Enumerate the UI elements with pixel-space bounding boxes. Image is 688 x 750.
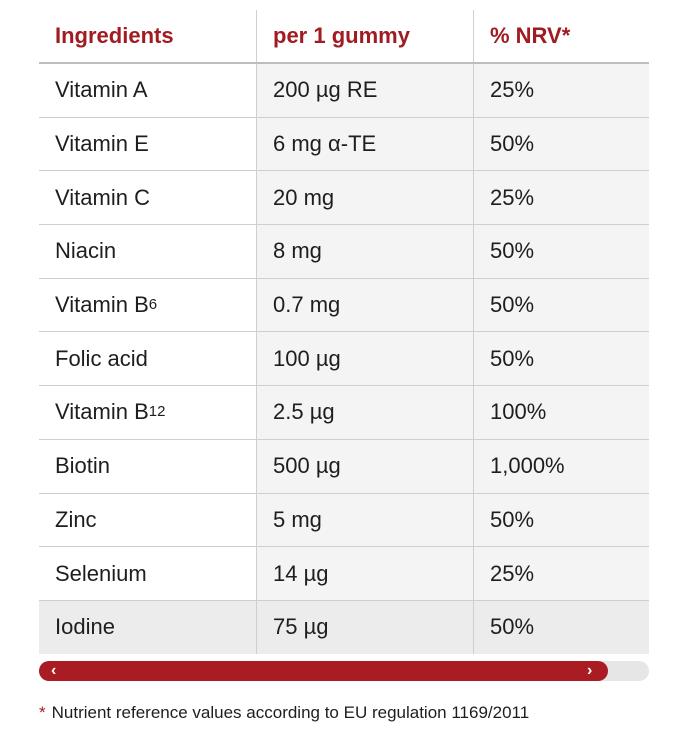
ingredient-name: Selenium <box>55 560 147 586</box>
ingredient-cell: Folic acid <box>39 332 256 385</box>
nrv-cell: 100% <box>473 386 649 439</box>
table-row: Vitamin E 6 mg α-TE 50% <box>39 117 649 172</box>
amount-cell: 20 mg <box>256 171 473 225</box>
amount-cell: 75 µg <box>256 600 473 654</box>
horizontal-scrollbar[interactable]: ‹ › <box>39 661 649 681</box>
ingredient-name: Vitamin B <box>55 292 149 318</box>
nutrition-table: Ingredients per 1 gummy % NRV* Vitamin A… <box>39 10 649 654</box>
ingredient-name: Biotin <box>55 453 111 479</box>
nrv-cell: 50% <box>473 278 649 332</box>
table-row: Zinc 5 mg 50% <box>39 493 649 548</box>
amount-cell: 6 mg α-TE <box>256 117 473 171</box>
table-row: Vitamin A 200 µg RE 25% <box>39 64 649 118</box>
nrv-cell: 50% <box>473 225 649 278</box>
header-ingredients: Ingredients <box>55 23 174 48</box>
scrollbar-thumb[interactable]: ‹ › <box>39 661 608 681</box>
footnote-asterisk: * <box>39 703 46 722</box>
amount-cell: 0.7 mg <box>256 278 473 332</box>
footnote: * Nutrient reference values according to … <box>39 703 529 723</box>
ingredient-name: Niacin <box>55 238 117 264</box>
ingredient-cell: Vitamin A <box>39 64 256 117</box>
scroll-right-icon[interactable]: › <box>587 662 593 679</box>
ingredient-cell: Vitamin C <box>39 171 256 224</box>
nrv-cell: 50% <box>473 600 649 654</box>
table-row: Selenium 14 µg 25% <box>39 547 649 601</box>
ingredient-name: Iodine <box>55 614 115 640</box>
table-row: Folic acid 100 µg 50% <box>39 332 649 387</box>
table-row: Niacin 8 mg 50% <box>39 225 649 279</box>
ingredient-name: Vitamin C <box>55 184 150 210</box>
nrv-cell: 25% <box>473 171 649 225</box>
header-nrv: % NRV* <box>473 10 649 62</box>
nrv-cell: 50% <box>473 493 649 547</box>
ingredient-name: Vitamin E <box>55 131 149 157</box>
nrv-cell: 25% <box>473 64 649 117</box>
ingredient-name: Folic acid <box>55 345 148 371</box>
nrv-cell: 1,000% <box>473 439 649 493</box>
table-header-row: Ingredients per 1 gummy % NRV* <box>39 10 649 64</box>
footnote-text: Nutrient reference values according to E… <box>51 703 530 722</box>
amount-cell: 500 µg <box>256 439 473 493</box>
table-row: Biotin 500 µg 1,000% <box>39 439 649 494</box>
amount-cell: 2.5 µg <box>256 386 473 439</box>
nrv-cell: 50% <box>473 332 649 386</box>
ingredient-cell: Vitamin E <box>39 118 256 171</box>
table-row: Iodine 75 µg 50% <box>39 600 649 654</box>
amount-cell: 5 mg <box>256 493 473 547</box>
ingredient-name: Zinc <box>55 506 97 532</box>
amount-cell: 200 µg RE <box>256 64 473 117</box>
nrv-cell: 25% <box>473 547 649 600</box>
ingredient-cell: Vitamin B 12 <box>55 399 166 425</box>
amount-cell: 8 mg <box>256 225 473 278</box>
scroll-left-icon[interactable]: ‹ <box>51 662 57 679</box>
amount-cell: 14 µg <box>256 547 473 600</box>
ingredient-cell: Niacin <box>39 225 256 278</box>
ingredient-cell: Iodine <box>39 600 256 654</box>
ingredient-name: Vitamin B <box>55 399 149 425</box>
nrv-cell: 50% <box>473 117 649 171</box>
amount-cell: 100 µg <box>256 332 473 386</box>
table-row: Vitamin B 6 0.7 mg 50% <box>39 278 649 333</box>
table-row: Vitamin B 12 2.5 µg 100% <box>39 386 649 440</box>
table-row: Vitamin C 20 mg 25% <box>39 171 649 226</box>
ingredient-cell: Biotin <box>39 440 256 493</box>
ingredient-name: Vitamin A <box>55 77 148 103</box>
ingredient-cell: Zinc <box>39 494 256 547</box>
ingredient-cell: Selenium <box>39 547 256 600</box>
header-per-gummy: per 1 gummy <box>256 10 473 62</box>
